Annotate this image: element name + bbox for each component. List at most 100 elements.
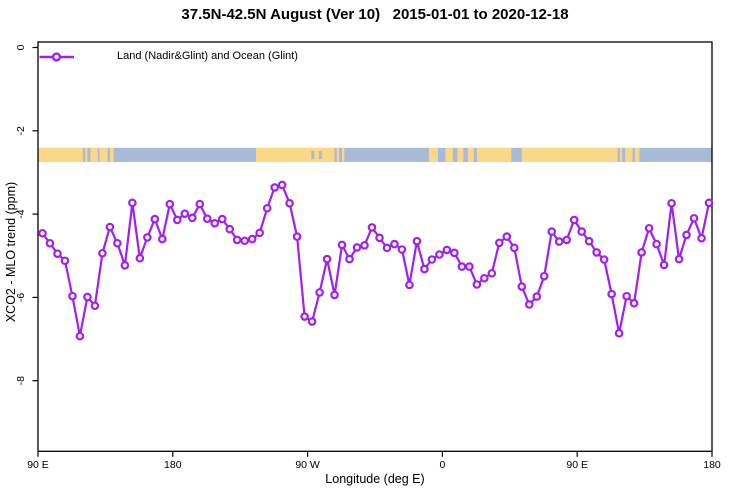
data-point-marker [674,254,684,264]
y-axis-label: XCO2 - MLO trend (ppm) [4,181,18,323]
data-point-marker [150,214,160,224]
map-band-land [445,147,453,163]
x-tick-label: 0 [439,459,445,471]
data-point-marker [337,240,347,250]
data-point-marker [322,254,332,264]
data-point-marker [240,236,249,246]
x-tick-label: 180 [703,459,721,471]
data-point-marker [689,213,699,223]
data-point-marker [599,255,609,264]
data-point-marker [697,233,706,243]
data-point-marker [487,268,497,278]
data-point-marker [345,254,354,264]
data-point-marker [622,291,631,301]
data-point-marker [405,280,414,290]
data-point-marker [172,215,182,225]
data-point-marker [330,290,339,300]
data-point-marker [652,239,661,249]
data-point-marker [472,280,482,289]
data-point-marker [397,245,407,254]
data-point-marker [502,232,512,241]
map-band-land [38,147,83,163]
data-point-marker [187,213,197,223]
map-band-land [336,147,340,163]
data-point-marker [195,199,205,209]
data-point-marker [315,288,324,297]
data-point-marker [480,273,489,283]
data-point-marker [105,222,115,232]
map-band-land [99,147,108,163]
data-point-marker [60,256,70,266]
data-point-marker [465,262,474,271]
data-point-marker [217,214,227,224]
data-point-marker [375,233,384,243]
data-point-marker [629,298,639,308]
data-point-marker [75,331,85,341]
data-point-marker [704,198,714,208]
data-point-marker [292,232,302,241]
data-point-marker [202,214,212,223]
data-point-marker [210,218,220,228]
data-point-marker [682,230,691,240]
data-point-marker [225,224,235,234]
plot-box [37,41,713,452]
map-band-land [476,147,512,163]
data-point-marker [307,317,317,326]
data-point-marker [285,198,294,208]
map-band-land [457,147,464,163]
data-point-marker [614,328,624,338]
map-band-land [342,147,345,163]
data-point-marker [68,291,77,301]
data-point-marker [128,198,137,208]
data-point-marker [457,262,467,271]
data-point-marker [90,301,100,311]
data-point-marker [352,243,362,252]
map-band-land [634,147,640,163]
map-band-land [625,147,633,163]
data-point-marker [83,292,92,302]
y-tick-label: -2 [15,126,27,135]
y-tick-label: -6 [15,293,27,302]
map-band-lake [311,150,315,160]
x-tick-label: 90 E [566,459,588,471]
map-band-land [85,147,88,163]
data-point-marker [270,183,279,192]
data-point-marker [607,289,616,299]
map-band-land [619,147,623,163]
map-band-land [90,147,98,163]
data-point-marker [143,233,152,242]
data-point-marker [300,312,309,321]
data-point-marker [637,248,646,257]
legend-label: Land (Nadir&Glint) and Ocean (Glint) [117,50,298,62]
data-point-marker [554,237,564,246]
data-point-marker [255,228,264,238]
data-point-marker [180,209,190,218]
data-point-marker [165,199,175,209]
data-point-marker [450,248,459,258]
data-point-marker [584,236,594,246]
data-point-marker [412,236,422,246]
data-point-marker [158,234,167,244]
data-point-marker [45,238,55,248]
data-point-marker [98,248,107,258]
data-point-marker [569,215,579,225]
x-tick-label: 90 E [27,459,49,471]
data-point-marker [120,261,130,270]
chart-title: 37.5N-42.5N August (Ver 10) 2015-01-01 t… [181,6,569,23]
data-point-marker [539,271,549,281]
data-point-marker [562,235,572,245]
data-point-marker [659,260,669,270]
data-point-marker [667,198,676,208]
data-point-marker [442,245,452,255]
data-point-marker [367,223,377,232]
map-band-land [255,147,335,163]
data-point-marker [592,248,601,257]
data-point-marker [509,243,519,253]
data-point-marker [517,282,527,291]
x-axis-label: Longitude (deg E) [325,472,425,486]
data-point-marker [53,249,62,258]
data-point-marker [232,235,242,245]
map-band-land [428,147,438,163]
